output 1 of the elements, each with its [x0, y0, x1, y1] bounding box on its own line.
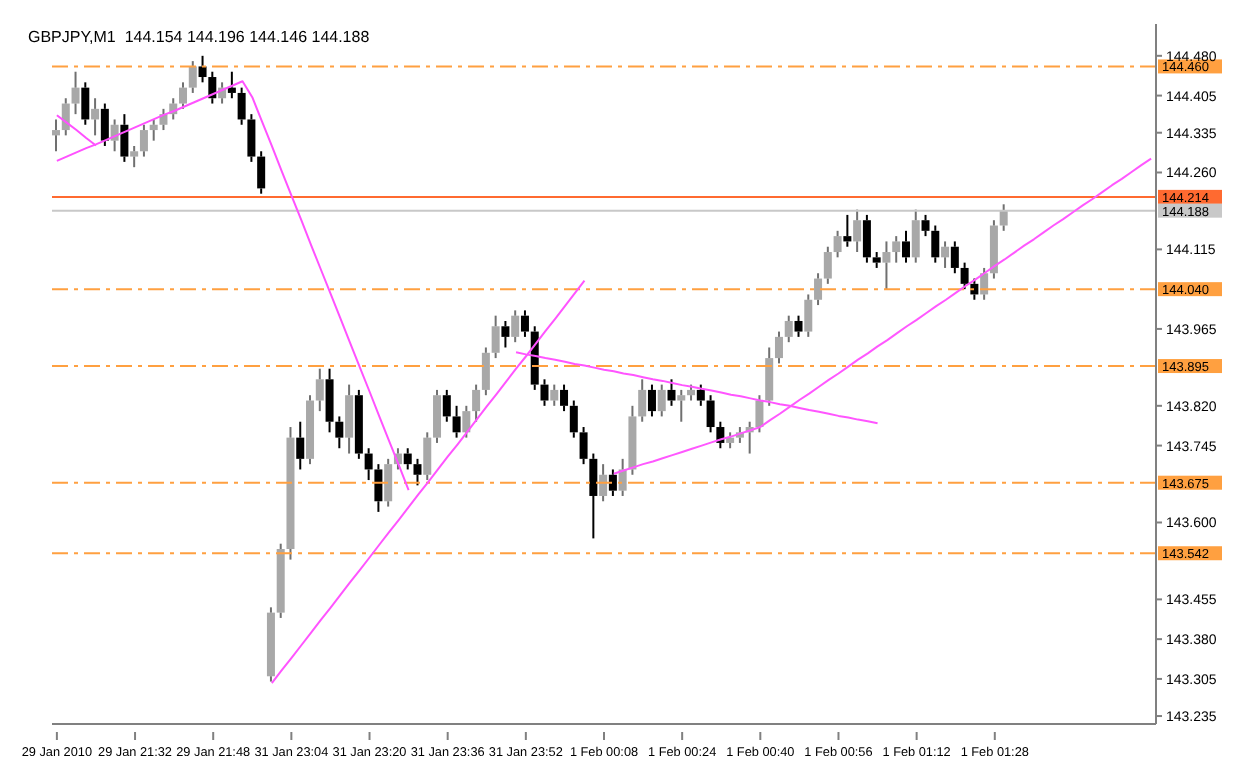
chart-title: GBPJPY,M1 144.154 144.196 144.146 144.188 — [28, 28, 370, 46]
